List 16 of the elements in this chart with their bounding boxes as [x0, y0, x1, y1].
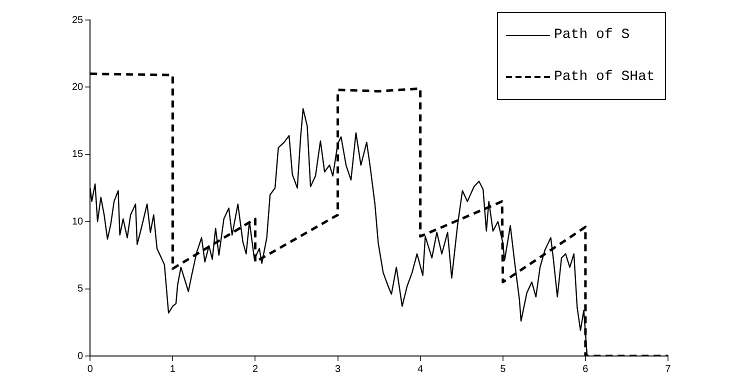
legend-label: Path of SHat [554, 69, 655, 85]
x-tick-label: 3 [335, 364, 342, 375]
x-tick-label: 2 [252, 364, 258, 375]
y-tick-label: 15 [72, 149, 84, 160]
x-tick-label: 0 [87, 364, 94, 375]
y-tick-label: 20 [72, 82, 84, 93]
x-tick-label: 7 [665, 364, 672, 375]
y-tick-label: 5 [78, 284, 84, 295]
x-tick-label: 1 [170, 364, 176, 375]
x-tick-label: 6 [582, 364, 589, 375]
x-tick-label: 5 [500, 364, 506, 375]
y-tick-label: 25 [72, 14, 84, 26]
legend-label: Path of S [554, 27, 630, 43]
y-tick-label: 0 [78, 350, 84, 362]
x-tick-label: 4 [418, 364, 424, 375]
y-tick-label: 10 [72, 216, 84, 228]
